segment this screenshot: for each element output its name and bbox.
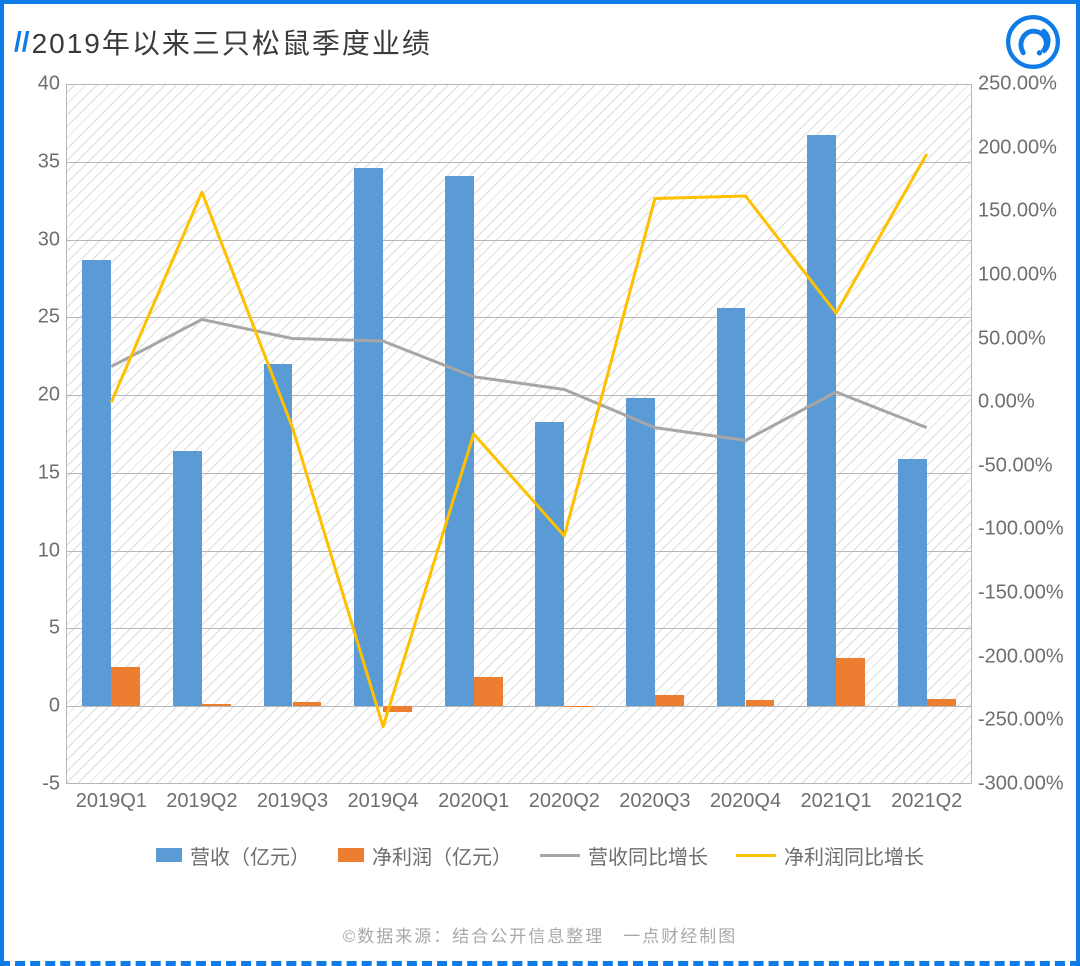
xtick: 2021Q2 xyxy=(891,784,962,813)
page-title: 2019年以来三只松鼠季度业绩 xyxy=(32,22,432,62)
legend-label: 营收（亿元） xyxy=(190,841,310,870)
legend-label: 净利润（亿元） xyxy=(372,841,512,870)
ytick-right: -150.00% xyxy=(972,582,1064,605)
legend-swatch-bar xyxy=(338,848,364,862)
ytick-right: 0.00% xyxy=(972,391,1035,414)
header: // 2019年以来三只松鼠季度业绩 xyxy=(14,12,1066,72)
ytick-left: 0 xyxy=(49,695,66,718)
ytick-right: -100.00% xyxy=(972,518,1064,541)
xtick: 2021Q1 xyxy=(801,784,872,813)
ytick-right: 250.00% xyxy=(972,73,1057,96)
legend-item: 营收（亿元） xyxy=(156,841,310,870)
xtick: 2019Q2 xyxy=(166,784,237,813)
line-profit-yoy xyxy=(111,154,926,727)
xtick: 2020Q4 xyxy=(710,784,781,813)
legend-swatch-bar xyxy=(156,848,182,862)
page: // 2019年以来三只松鼠季度业绩 -50510152025303540-30… xyxy=(0,0,1080,966)
xtick: 2019Q3 xyxy=(257,784,328,813)
ytick-left: 25 xyxy=(38,306,66,329)
legend-swatch-line xyxy=(736,854,776,857)
xtick: 2020Q1 xyxy=(438,784,509,813)
chart: -50510152025303540-300.00%-250.00%-200.0… xyxy=(22,84,1058,874)
line-layer xyxy=(66,84,972,784)
ytick-right: -250.00% xyxy=(972,709,1064,732)
xtick: 2020Q3 xyxy=(619,784,690,813)
ytick-left: -5 xyxy=(42,773,66,796)
ytick-left: 20 xyxy=(38,384,66,407)
legend-label: 净利润同比增长 xyxy=(784,841,924,870)
legend-item: 营收同比增长 xyxy=(540,841,708,870)
legend-item: 净利润同比增长 xyxy=(736,841,924,870)
ytick-left: 35 xyxy=(38,150,66,173)
ytick-right: 50.00% xyxy=(972,327,1046,350)
ytick-right: 150.00% xyxy=(972,200,1057,223)
credit: ©数据来源：结合公开信息整理 一点财经制图 xyxy=(4,922,1076,947)
legend: 营收（亿元） 净利润（亿元） 营收同比增长 净利润同比增长 xyxy=(22,836,1058,874)
title-wrap: // 2019年以来三只松鼠季度业绩 xyxy=(14,22,432,62)
xtick: 2019Q1 xyxy=(76,784,147,813)
ytick-right: 200.00% xyxy=(972,136,1057,159)
ytick-left: 30 xyxy=(38,228,66,251)
xtick: 2019Q4 xyxy=(348,784,419,813)
xtick: 2020Q2 xyxy=(529,784,600,813)
legend-label: 营收同比增长 xyxy=(588,841,708,870)
logo-icon xyxy=(1006,15,1060,69)
legend-swatch-line xyxy=(540,854,580,857)
line-revenue-yoy xyxy=(111,319,926,440)
ytick-right: 100.00% xyxy=(972,263,1057,286)
ytick-left: 40 xyxy=(38,73,66,96)
title-prefix: // xyxy=(14,26,30,58)
ytick-left: 5 xyxy=(49,617,66,640)
ytick-right: -50.00% xyxy=(972,454,1053,477)
ytick-left: 15 xyxy=(38,461,66,484)
ytick-left: 10 xyxy=(38,539,66,562)
legend-item: 净利润（亿元） xyxy=(338,841,512,870)
ytick-right: -200.00% xyxy=(972,645,1064,668)
ytick-right: -300.00% xyxy=(972,773,1064,796)
plot-area: -50510152025303540-300.00%-250.00%-200.0… xyxy=(66,84,972,784)
